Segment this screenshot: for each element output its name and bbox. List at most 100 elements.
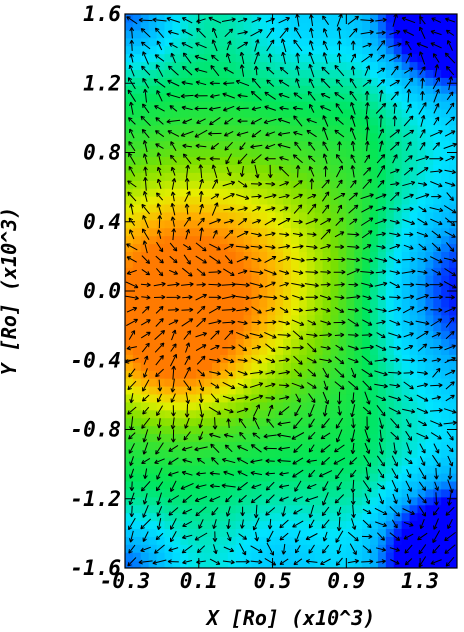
velocity-arrow [416,306,429,313]
heatmap-cell [219,504,229,514]
heatmap-cell [433,211,442,221]
heatmap-cell [362,211,371,221]
heatmap-cell [188,552,197,561]
heatmap-cell [172,132,181,142]
heatmap-cell [140,196,150,205]
heatmap-cell [354,188,363,197]
heatmap-cell [354,291,363,300]
velocity-arrow [334,92,345,100]
heatmap-cell [243,496,253,506]
heatmap-cell [283,259,292,268]
heatmap-cell [275,37,284,47]
heatmap-cell [196,259,205,268]
velocity-arrow [250,29,263,37]
heatmap-cell [156,61,166,70]
heatmap-cell [291,156,300,165]
velocity-arrow [128,64,135,77]
velocity-arrow [447,467,453,480]
velocity-arrow [127,557,137,567]
heatmap-cell [298,227,308,237]
heatmap-cell [132,21,142,31]
heatmap-cell [401,172,411,181]
heatmap-cell [354,164,363,173]
heatmap-cell [132,93,142,102]
velocity-arrow [263,433,277,439]
heatmap-cell [251,362,260,371]
heatmap-cell [370,188,379,197]
velocity-arrow [277,117,291,124]
velocity-arrow [224,408,234,414]
heatmap-cell [219,441,229,450]
heatmap-cell [148,401,158,411]
heatmap-cell [314,101,324,110]
velocity-arrow [195,42,207,49]
heatmap-cell [409,172,419,181]
velocity-arrow [196,317,207,328]
heatmap-cell [275,93,284,102]
heatmap-cell [148,101,158,110]
heatmap-cell [180,480,189,490]
heatmap-cell [354,85,363,94]
heatmap-cell [354,251,363,260]
heatmap-cell [385,251,395,260]
heatmap-cell [156,378,166,387]
heatmap-cell [243,267,253,276]
heatmap-cell [275,14,284,23]
heatmap-cell [180,124,189,134]
heatmap-cell [132,172,142,181]
heatmap-cell [441,164,450,173]
heatmap-cell [362,172,371,181]
velocity-arrow [181,267,193,277]
heatmap-cell [306,488,316,498]
heatmap-cell [346,211,355,221]
heatmap-cell [377,457,387,466]
heatmap-cell [180,267,189,276]
heatmap-cell [227,164,237,173]
velocity-arrow [389,30,401,35]
heatmap-cell [370,61,379,70]
heatmap-cell [164,219,174,229]
heatmap-cell [338,101,347,110]
heatmap-cell [219,211,229,221]
heatmap-cell [132,473,142,482]
heatmap-cell [219,283,229,292]
heatmap-cell [243,298,253,308]
heatmap-cell [164,409,174,419]
heatmap-cell [204,520,213,530]
heatmap-cell [330,488,340,498]
velocity-arrow [336,506,342,517]
velocity-arrow [350,53,356,63]
heatmap-cell [314,346,324,355]
heatmap-cell [377,417,387,427]
heatmap-cell [370,370,379,379]
velocity-arrow [430,307,443,313]
heatmap-cell [188,227,197,237]
velocity-arrow [156,178,162,189]
heatmap-cell [291,449,300,458]
heatmap-cell [433,291,442,300]
heatmap-cell [227,124,237,134]
heatmap-cell [267,77,276,86]
velocity-arrow [402,408,416,414]
velocity-arrow [224,329,234,341]
heatmap-cell [132,101,142,110]
heatmap-cell [377,21,387,31]
heatmap-cell [409,488,419,498]
velocity-arrow [293,368,303,377]
heatmap-cell [219,417,229,427]
heatmap-cell [164,512,174,522]
heatmap-cell [314,156,324,165]
heatmap-cell [346,552,355,561]
heatmap-cell [433,409,442,419]
heatmap-cell [433,235,442,245]
velocity-arrow [167,79,180,87]
heatmap-cell [148,433,158,442]
heatmap-cell [425,259,434,268]
heatmap-cell [259,346,268,355]
velocity-arrow [388,206,401,212]
velocity-arrow [306,357,317,364]
heatmap-cell [196,37,205,47]
heatmap-cell [275,148,284,158]
heatmap-cell [346,401,355,411]
velocity-arrow [293,508,303,515]
